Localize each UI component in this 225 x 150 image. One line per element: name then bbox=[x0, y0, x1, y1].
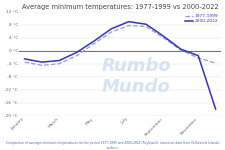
2000-2022 bbox=[58, 60, 61, 61]
2000-2022 bbox=[162, 35, 165, 37]
2000-2022 bbox=[180, 48, 182, 50]
2000-2022 bbox=[197, 55, 200, 57]
1977-1999 bbox=[214, 62, 217, 64]
Line: 2000-2022: 2000-2022 bbox=[25, 22, 216, 109]
1977-1999 bbox=[180, 49, 182, 51]
1977-1999 bbox=[58, 63, 61, 65]
Legend: 1977-1999, 2000-2022: 1977-1999, 2000-2022 bbox=[185, 14, 219, 23]
2000-2022 bbox=[75, 51, 78, 53]
Text: Rumbo
Mundo: Rumbo Mundo bbox=[101, 57, 171, 96]
2000-2022 bbox=[110, 28, 113, 30]
1977-1999 bbox=[162, 37, 165, 39]
2000-2022 bbox=[145, 23, 147, 25]
Line: 1977-1999: 1977-1999 bbox=[25, 26, 216, 65]
1977-1999 bbox=[110, 31, 113, 33]
2000-2022 bbox=[93, 40, 95, 42]
1977-1999 bbox=[127, 25, 130, 26]
1977-1999 bbox=[197, 57, 200, 59]
2000-2022 bbox=[23, 58, 26, 60]
1977-1999 bbox=[23, 61, 26, 63]
2000-2022 bbox=[40, 61, 43, 63]
1977-1999 bbox=[75, 55, 78, 57]
2000-2022 bbox=[127, 21, 130, 22]
1977-1999 bbox=[145, 26, 147, 27]
2000-2022 bbox=[214, 108, 217, 110]
Title: Average minimum temperatures: 1977-1999 vs 2000-2022: Average minimum temperatures: 1977-1999 … bbox=[22, 4, 218, 10]
1977-1999 bbox=[40, 64, 43, 66]
1977-1999 bbox=[93, 43, 95, 45]
Text: Comparison of average minimum temperatures for the period 1977-1999 and 2000-202: Comparison of average minimum temperatur… bbox=[6, 141, 219, 150]
